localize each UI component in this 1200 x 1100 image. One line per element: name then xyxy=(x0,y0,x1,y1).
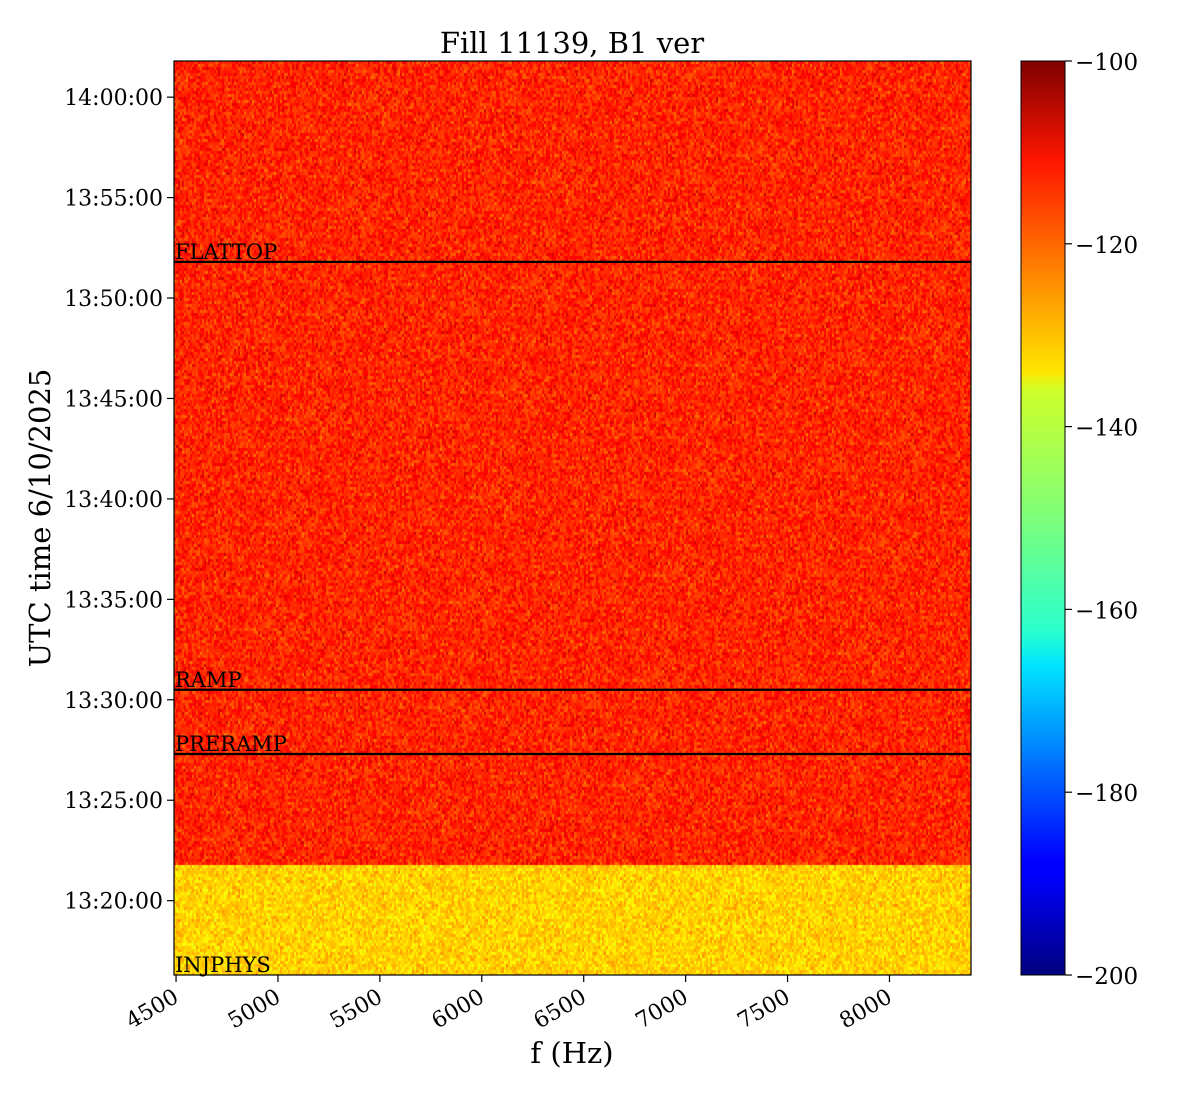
phase-marker-label: RAMP xyxy=(175,668,242,692)
x-tick-label: 4500 xyxy=(122,985,183,1035)
colorbar xyxy=(1020,60,1066,976)
y-tick-label: 13:30:00 xyxy=(64,689,163,714)
phase-marker-layer: INJPHYS PRERAMP RAMP FLATTOP xyxy=(174,240,971,977)
x-tick-label: 7500 xyxy=(734,985,795,1035)
phase-marker-label: PRERAMP xyxy=(175,732,287,756)
y-tick-label: 14:00:00 xyxy=(64,86,163,111)
x-tick-label: 8000 xyxy=(835,985,896,1035)
colorbar-axis: −100 −120 −140 −160 −180 −200 xyxy=(1065,50,1138,990)
x-tick-label: 7000 xyxy=(632,985,693,1035)
phase-marker-label: INJPHYS xyxy=(175,953,271,977)
x-tick-label: 6500 xyxy=(530,985,591,1035)
y-tick-label: 13:25:00 xyxy=(64,789,163,814)
colorbar-tick-label: −200 xyxy=(1075,964,1138,990)
y-tick-label: 13:35:00 xyxy=(64,588,163,613)
y-tick-label: 13:55:00 xyxy=(64,187,163,212)
y-tick-label: 13:40:00 xyxy=(64,488,163,513)
heatmap-plot-area xyxy=(174,61,971,975)
x-tick-label: 6000 xyxy=(428,985,489,1035)
x-axis: 4500 5000 5500 6000 6500 7000 7500 8000 xyxy=(122,975,896,1034)
colorbar-tick-label: −100 xyxy=(1075,50,1138,76)
plot-frame xyxy=(173,60,972,976)
colorbar-tick-label: −160 xyxy=(1075,598,1138,624)
y-axis-label: UTC time 6/10/2025 xyxy=(23,369,57,668)
phase-marker-label: FLATTOP xyxy=(175,240,277,264)
colorbar-tick-label: −120 xyxy=(1075,233,1138,259)
y-tick-label: 13:45:00 xyxy=(64,387,163,412)
heatmap-canvas xyxy=(174,61,971,975)
x-axis-label: f (Hz) xyxy=(530,1036,613,1070)
x-tick-label: 5500 xyxy=(326,985,387,1035)
colorbar-tick-label: −140 xyxy=(1075,416,1138,442)
x-tick-label: 5000 xyxy=(224,985,285,1035)
y-tick-label: 13:50:00 xyxy=(64,287,163,312)
y-axis: 13:20:00 13:25:00 13:30:00 13:35:00 13:40:00… xyxy=(64,86,174,915)
colorbar-tick-label: −180 xyxy=(1075,781,1138,807)
y-tick-label: 13:20:00 xyxy=(64,890,163,915)
chart-title: Fill 11139, B1 ver xyxy=(440,26,704,60)
